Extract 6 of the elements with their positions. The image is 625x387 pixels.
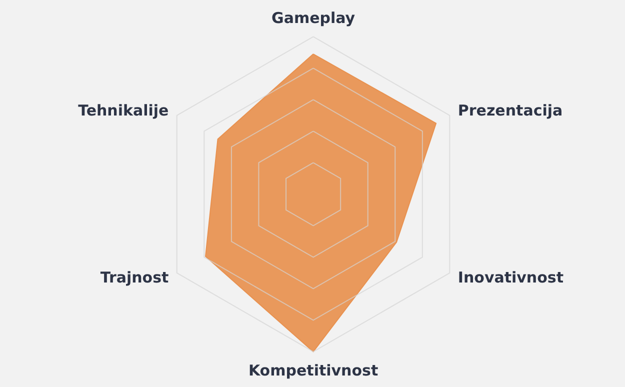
spoke-label: Gameplay: [272, 8, 356, 27]
spoke-label: Kompetitivnost: [248, 362, 378, 380]
spoke-label: Tehnikalije: [78, 102, 169, 120]
spoke-label: Inovativnost: [458, 268, 564, 287]
spoke-label: Trajnost: [100, 268, 169, 287]
spoke-label: Prezentacija: [458, 102, 563, 120]
